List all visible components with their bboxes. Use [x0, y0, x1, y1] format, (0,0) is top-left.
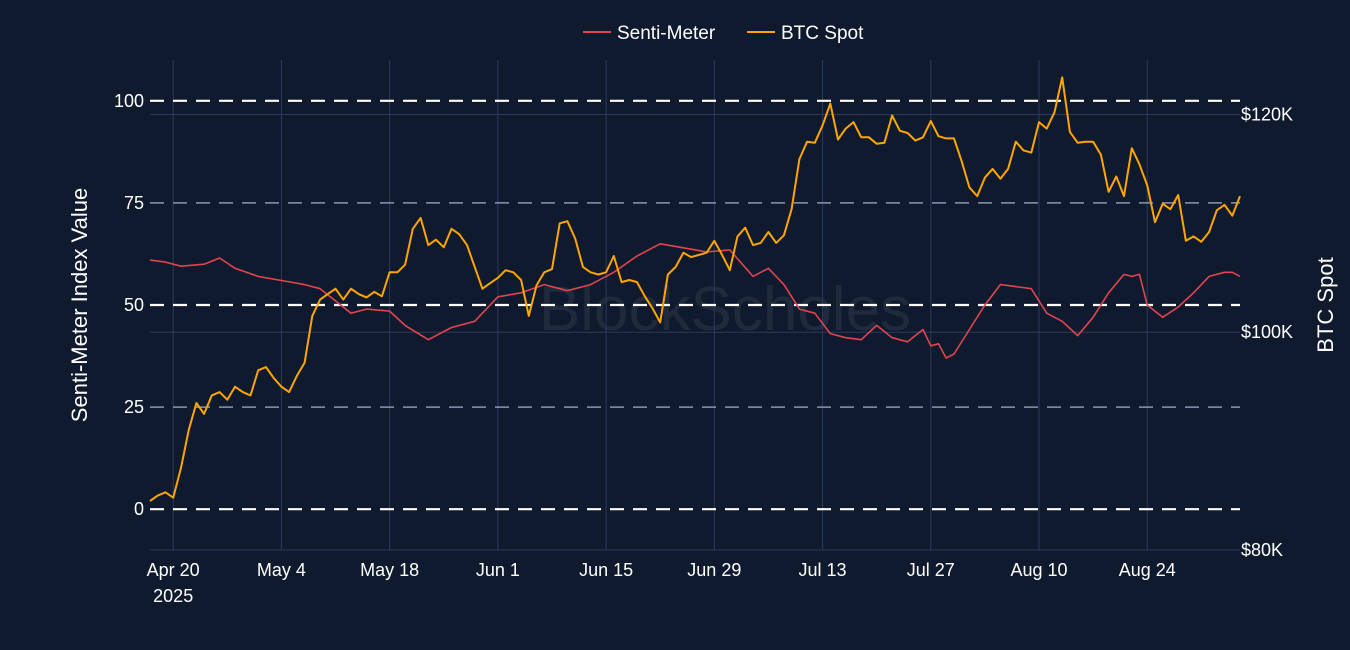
- x-tick-label-6: Jul 13: [799, 560, 847, 580]
- x-tick-label-3: Jun 1: [476, 560, 520, 580]
- series-layer: [149, 76, 1241, 502]
- left-tick-label-75: 75: [124, 193, 144, 213]
- x-tick-label-2: May 18: [360, 560, 419, 580]
- x-tick-sublabel-0: 2025: [153, 586, 193, 606]
- series-line-btc: [149, 76, 1241, 502]
- left-tick-label-100: 100: [114, 91, 144, 111]
- right-axis-ticks: $80K $100K $120K: [1241, 104, 1293, 560]
- right-tick-label-80000: $80K: [1241, 540, 1283, 560]
- watermark: BlockScholes: [539, 275, 911, 344]
- series-line-senti: [149, 243, 1241, 359]
- left-tick-label-0: 0: [134, 499, 144, 519]
- legend-item-btc[interactable]: BTC Spot: [747, 23, 864, 44]
- x-tick-label-4: Jun 15: [579, 560, 633, 580]
- x-tick-label-0: Apr 20: [147, 560, 200, 580]
- x-tick-label-8: Aug 10: [1010, 560, 1067, 580]
- x-axis-ticks: Apr 20 2025 May 4 May 18 Jun 1 Jun 15 Jun 29 Ju…: [147, 560, 1176, 606]
- reference-lines: [150, 99, 1240, 511]
- x-tick-label-5: Jun 29: [687, 560, 741, 580]
- left-tick-label-25: 25: [124, 397, 144, 417]
- legend-label-btc: BTC Spot: [781, 23, 864, 44]
- x-tick-label-1: May 4: [257, 560, 306, 580]
- right-tick-label-120000: $120K: [1241, 104, 1293, 124]
- x-tick-label-7: Jul 27: [907, 560, 955, 580]
- legend-label-senti: Senti-Meter: [617, 23, 716, 44]
- left-tick-label-50: 50: [124, 295, 144, 315]
- x-tick-label-9: Aug 24: [1119, 560, 1176, 580]
- legend[interactable]: Senti-Meter BTC Spot: [583, 23, 864, 44]
- left-axis-title: Senti-Meter Index Value: [67, 188, 92, 422]
- right-axis-title: BTC Spot: [1313, 257, 1338, 352]
- left-axis-ticks: 0 25 50 75 100: [114, 91, 144, 519]
- legend-item-senti[interactable]: Senti-Meter: [583, 23, 716, 44]
- right-tick-label-100000: $100K: [1241, 322, 1293, 342]
